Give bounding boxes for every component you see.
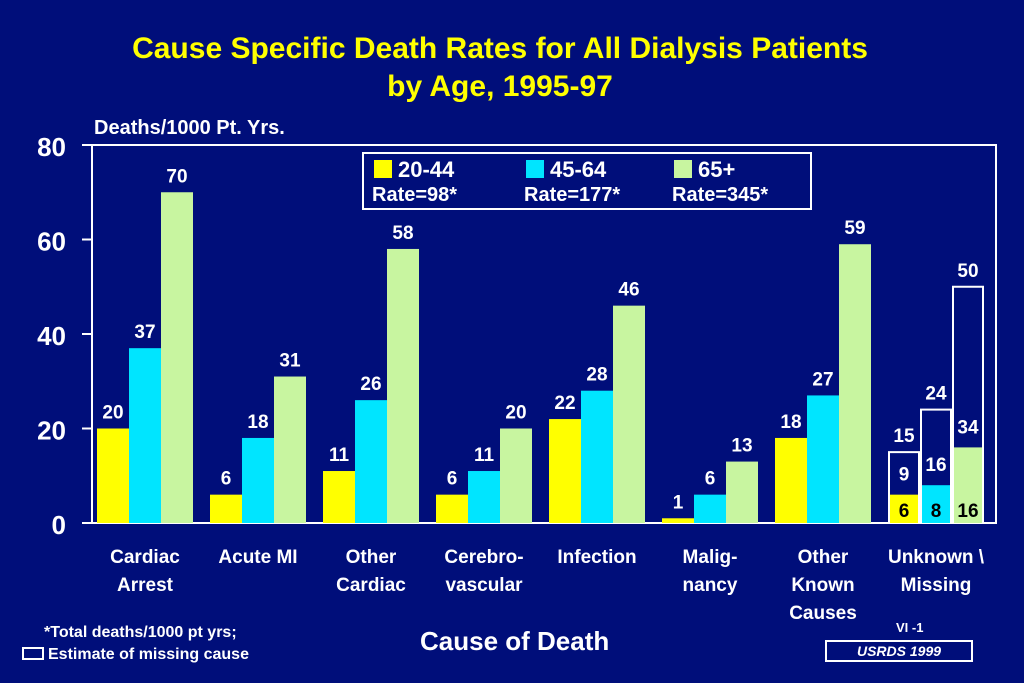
- data-label: 1: [673, 492, 684, 513]
- x-tick-label: Other: [798, 547, 849, 568]
- data-label: 22: [554, 393, 575, 414]
- missing-total-label: 50: [957, 261, 978, 282]
- missing-total-label: 15: [893, 426, 915, 447]
- data-label: 6: [221, 469, 232, 490]
- legend-series-rate: Rate=345*: [672, 184, 768, 206]
- x-tick-label: Missing: [901, 575, 972, 596]
- missing-total-label: 24: [925, 384, 947, 405]
- data-label: 28: [586, 365, 607, 386]
- legend-series-name: 65+: [698, 157, 735, 182]
- data-label: 31: [279, 351, 301, 372]
- y-tick-label: 20: [37, 416, 66, 446]
- data-label: 6: [705, 469, 716, 490]
- data-label: 20: [505, 403, 526, 424]
- bar: [500, 428, 532, 523]
- footnote-missing-row: Estimate of missing cause: [22, 644, 249, 666]
- data-label: 18: [247, 412, 268, 433]
- title-line-2: by Age, 1995-97: [387, 70, 613, 103]
- bar: [954, 447, 982, 523]
- missing-estimate-label: 16: [925, 455, 946, 476]
- legend-box: [362, 152, 812, 210]
- bar: [387, 248, 419, 523]
- legend-series-rate: Rate=98*: [372, 184, 457, 206]
- data-label: 11: [474, 445, 495, 466]
- bar: [355, 400, 387, 523]
- x-tick-label: Malig-: [683, 547, 738, 568]
- chart-title: Cause Specific Death Rates for All Dialy…: [0, 30, 1000, 106]
- footnote: *Total deaths/1000 pt yrs; Estimate of m…: [22, 622, 249, 666]
- y-axis-label: Deaths/1000 Pt. Yrs.: [94, 117, 285, 139]
- data-label: 16: [957, 501, 978, 522]
- data-label: 27: [812, 369, 833, 390]
- data-label: 6: [447, 469, 458, 490]
- data-label: 13: [731, 436, 752, 457]
- bar: [97, 428, 129, 523]
- data-label: 58: [392, 223, 413, 244]
- legend-series-rate: Rate=177*: [524, 184, 620, 206]
- bar: [890, 494, 918, 523]
- x-tick-label: Acute MI: [218, 547, 297, 568]
- x-tick-label: Causes: [789, 603, 857, 624]
- data-label: 20: [102, 403, 123, 424]
- bar: [549, 419, 581, 523]
- bar: [839, 244, 871, 523]
- bar: [726, 461, 758, 523]
- legend-swatch: [374, 160, 392, 178]
- bar: [274, 376, 306, 523]
- legend-swatch: [526, 160, 544, 178]
- bar: [775, 437, 807, 523]
- x-tick-label: Other: [346, 547, 397, 568]
- x-axis-title: Cause of Death: [420, 626, 610, 656]
- bar: [581, 390, 613, 523]
- x-tick-label: Arrest: [117, 575, 174, 596]
- y-tick-label: 80: [37, 132, 66, 162]
- bar: [694, 494, 726, 523]
- data-label: 37: [134, 322, 155, 343]
- legend-swatch: [674, 160, 692, 178]
- legend-series-name: 45-64: [550, 157, 607, 182]
- y-tick-label: 60: [37, 227, 66, 257]
- data-label: 70: [166, 166, 187, 187]
- x-tick-label: Known: [791, 575, 854, 596]
- missing-estimate-label: 9: [899, 465, 910, 486]
- bar: [436, 494, 468, 523]
- data-label: 59: [844, 218, 865, 239]
- bar: [242, 437, 274, 523]
- source-label: USRDS 1999: [825, 640, 973, 662]
- bar: [922, 485, 950, 523]
- data-label: 26: [360, 374, 381, 395]
- x-tick-label: Cardiac: [336, 575, 406, 596]
- x-tick-label: Cardiac: [110, 547, 180, 568]
- x-tick-label: nancy: [683, 575, 738, 596]
- footnote-missing: Estimate of missing cause: [48, 646, 249, 663]
- data-label: 46: [618, 280, 639, 301]
- bar: [807, 395, 839, 523]
- bar: [468, 471, 500, 523]
- slide-id: VI -1: [896, 620, 924, 635]
- bar: [662, 518, 694, 523]
- x-tick-label: Infection: [557, 547, 636, 568]
- bar: [161, 192, 193, 523]
- y-tick-label: 40: [37, 321, 66, 351]
- bar: [323, 471, 355, 523]
- x-tick-label: Cerebro-: [444, 547, 523, 568]
- footnote-total: *Total deaths/1000 pt yrs;: [44, 624, 237, 641]
- x-tick-label: Unknown \: [888, 547, 985, 568]
- data-label: 6: [899, 501, 910, 522]
- data-label: 11: [329, 445, 350, 466]
- x-tick-label: vascular: [445, 575, 523, 596]
- bar: [613, 305, 645, 523]
- missing-estimate-label: 34: [957, 417, 979, 438]
- legend-series-name: 20-44: [398, 157, 455, 182]
- title-line-1: Cause Specific Death Rates for All Dialy…: [132, 32, 868, 65]
- outline-box-icon: [22, 647, 44, 660]
- y-tick-label: 0: [52, 510, 66, 540]
- data-label: 8: [931, 501, 942, 522]
- bar: [210, 494, 242, 523]
- data-label: 18: [780, 412, 801, 433]
- bar: [129, 348, 161, 523]
